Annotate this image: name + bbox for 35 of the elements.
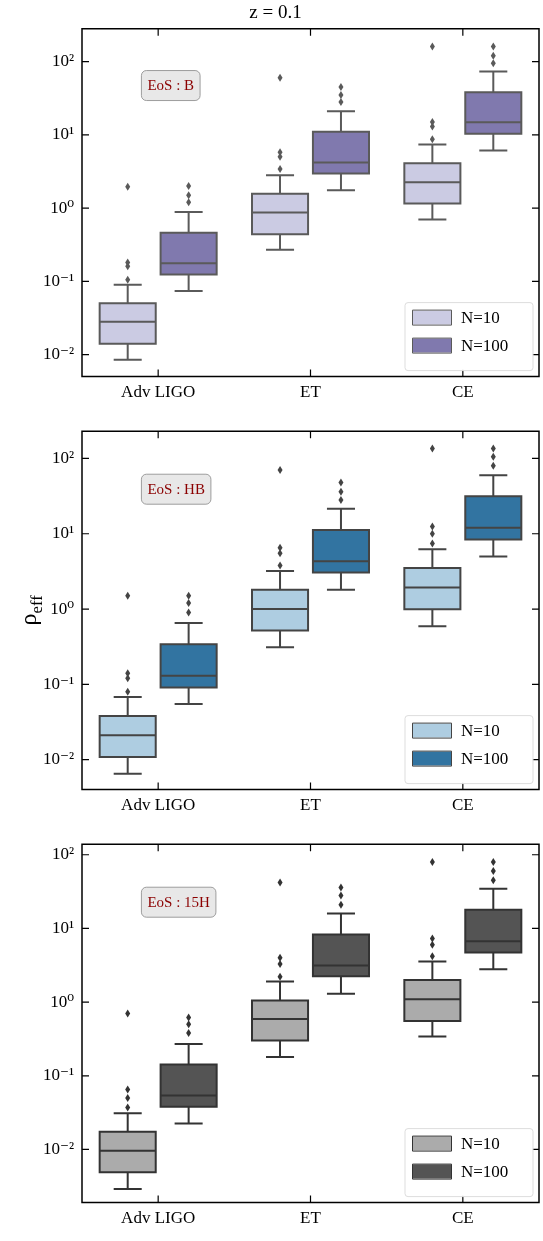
y-tick-label: 10⁻² — [42, 749, 74, 769]
y-tick-label: 10² — [51, 51, 74, 71]
x-tick-label: ET — [300, 1208, 322, 1228]
legend-label: N=100 — [461, 336, 509, 356]
y-tick-label: 10⁰ — [50, 598, 75, 618]
annotation: EoS : B — [147, 77, 195, 94]
legend-label: N=10 — [461, 721, 500, 741]
y-tick-label: 10² — [51, 447, 74, 467]
x-tick-label: Adv LIGO — [121, 1208, 196, 1228]
x-tick-label: CE — [451, 382, 474, 402]
y-tick-label: 10⁻² — [42, 344, 74, 364]
y-tick-label: 10¹ — [51, 124, 74, 144]
y-axis-title: ρeff — [15, 594, 46, 626]
x-tick-label: ET — [300, 795, 322, 815]
y-tick-label: 10¹ — [51, 523, 74, 543]
chart-title: z = 0.1 — [249, 1, 302, 23]
x-tick-label: Adv LIGO — [121, 795, 196, 815]
legend-label: N=100 — [461, 749, 509, 769]
x-tick-label: Adv LIGO — [121, 382, 196, 402]
y-tick-label: 10⁻² — [42, 1138, 74, 1158]
x-tick-label: ET — [300, 382, 322, 402]
annotation: EoS : HB — [147, 481, 205, 498]
y-tick-label: 10¹ — [51, 917, 74, 937]
y-tick-label: 10⁻¹ — [42, 270, 74, 290]
y-tick-label: 10⁻¹ — [42, 673, 74, 693]
legend-label: N=10 — [461, 308, 500, 328]
x-tick-label: CE — [451, 795, 474, 815]
y-tick-label: 10⁰ — [50, 991, 75, 1011]
y-tick-label: 10⁻¹ — [42, 1065, 74, 1085]
y-tick-label: 10⁰ — [50, 197, 75, 217]
annotation: EoS : 15H — [147, 894, 211, 911]
x-tick-label: CE — [451, 1208, 474, 1228]
y-tick-label: 10² — [51, 844, 74, 864]
legend-label: N=10 — [461, 1134, 500, 1154]
legend-label: N=100 — [461, 1162, 509, 1182]
